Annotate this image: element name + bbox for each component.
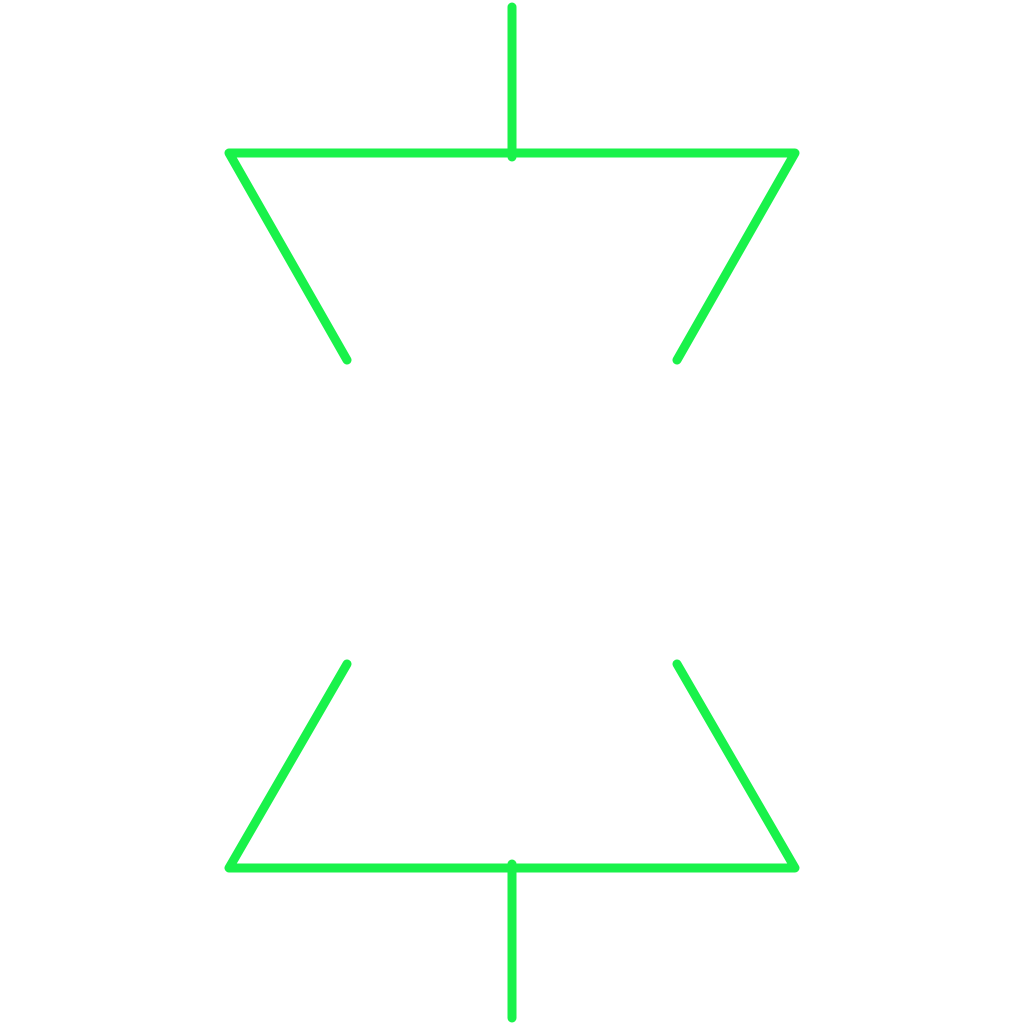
- hourglass-outline-icon: [224, 2, 800, 1023]
- bottom-trapezoid-stroke: [224, 659, 800, 873]
- top-trapezoid-stroke: [224, 148, 800, 365]
